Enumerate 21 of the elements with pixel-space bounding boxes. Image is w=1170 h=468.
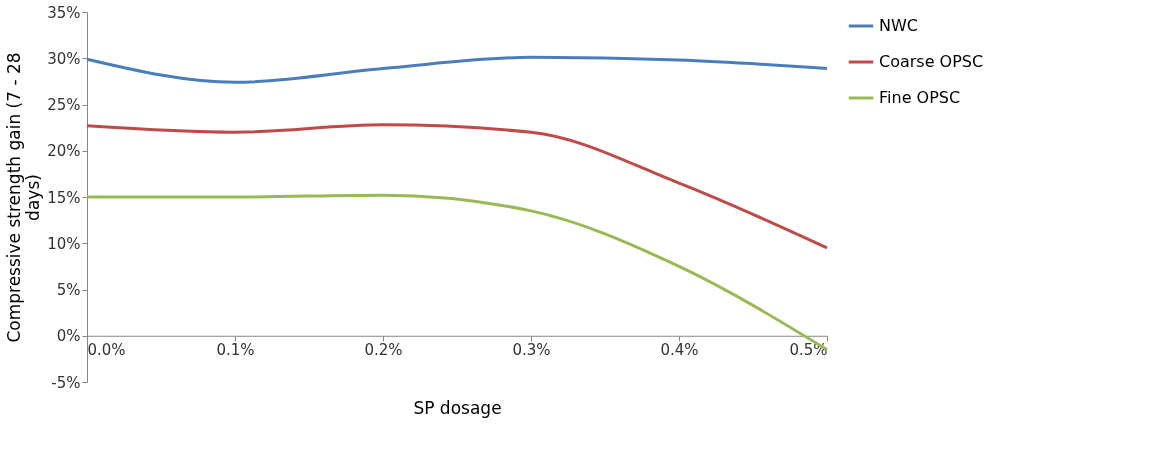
x-axis-title: SP dosage xyxy=(413,398,502,419)
line-series xyxy=(85,55,829,84)
y-tick-label: 5% xyxy=(56,281,81,299)
x-tick-label: 0.3% xyxy=(512,341,551,360)
legend-label: Fine OPSC xyxy=(879,88,961,107)
y-tick-label: -5% xyxy=(51,373,81,392)
y-axis-title: Compressive strength gain (7 - 28 days) xyxy=(4,52,44,343)
y-tick-label: 25% xyxy=(47,96,81,114)
y-tick-label: 0% xyxy=(56,327,81,346)
y-tick-label: 20% xyxy=(47,142,81,161)
y-tick-label: 10% xyxy=(47,234,81,253)
y-tick-label: 35% xyxy=(47,3,81,22)
y-tick-label: 30% xyxy=(47,49,81,68)
line-series xyxy=(85,123,829,250)
legend-label: NWC xyxy=(879,16,918,35)
x-tick-label: 0.0% xyxy=(87,341,126,360)
y-tick-label: 15% xyxy=(47,188,81,207)
x-tick-label: 0.4% xyxy=(660,341,699,360)
x-tick-label: 0.1% xyxy=(216,341,255,360)
x-tick-label: 0.2% xyxy=(364,341,403,360)
legend-label: Coarse OPSC xyxy=(879,52,984,71)
